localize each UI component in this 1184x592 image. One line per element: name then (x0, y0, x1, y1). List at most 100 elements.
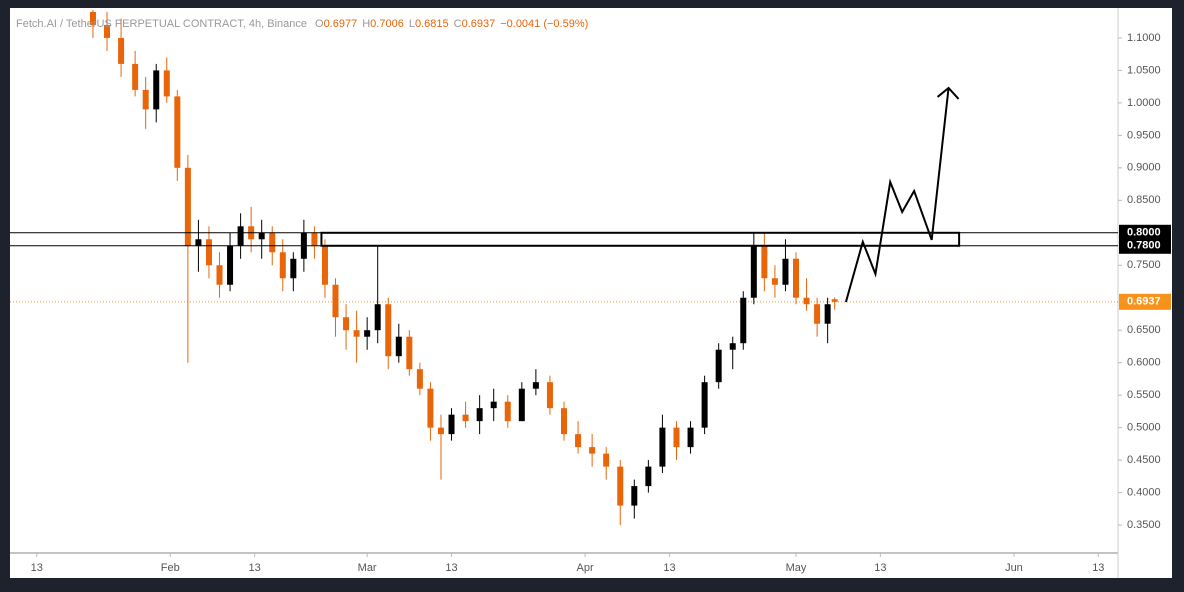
x-tick-label: 13 (1092, 562, 1104, 574)
candle-body (279, 252, 286, 279)
candle-body (793, 258, 800, 298)
candle-body (237, 226, 244, 246)
candle-body (364, 330, 371, 337)
candle-body (321, 245, 328, 285)
candle-body (385, 304, 392, 357)
y-tick-label: 0.9500 (1127, 129, 1161, 141)
candle-body (715, 349, 722, 383)
candle-body (290, 258, 297, 279)
x-tick-label: Apr (577, 562, 594, 574)
y-tick-label: 0.4000 (1127, 487, 1161, 499)
candle-body (258, 232, 265, 240)
y-tick-label: 1.0500 (1127, 64, 1161, 76)
header-text: 0.7006 (370, 18, 404, 30)
plot (10, 10, 1118, 526)
candle-body (546, 382, 553, 409)
candle-body (216, 265, 223, 285)
x-tick-label: Mar (358, 562, 377, 574)
candle-body (153, 70, 160, 110)
candle-body (831, 299, 838, 302)
candle-body (750, 245, 757, 298)
header-text: O (315, 18, 324, 30)
level-label: 0.7800 (1127, 240, 1161, 252)
level-label-box (1119, 237, 1171, 254)
header: Fetch.AI / TetherUS PERPETUAL CONTRACT, … (16, 18, 588, 30)
candle-body (332, 284, 339, 318)
y-tick-label: 0.6500 (1127, 324, 1161, 336)
candle-body (504, 401, 511, 422)
x-tick-label: 13 (663, 562, 675, 574)
y-tick-label: 0.5000 (1127, 422, 1161, 434)
candle-body (353, 330, 360, 337)
candle-body (462, 414, 469, 422)
candle-body (184, 167, 191, 246)
candle-body (518, 388, 525, 422)
candle-body (343, 317, 350, 331)
candle-body (195, 239, 202, 246)
candle-body (448, 414, 455, 435)
header-text: H (362, 18, 370, 30)
zone (320, 231, 961, 247)
candle-body (132, 63, 139, 90)
y-tick-label: 1.0000 (1127, 97, 1161, 109)
candle-body (118, 37, 125, 64)
header-text: 0.6977 (324, 18, 358, 30)
level-label: 0.8000 (1127, 227, 1161, 239)
last-price-label: 0.6937 (1127, 296, 1161, 308)
y-tick-label: 0.6000 (1127, 357, 1161, 369)
candle-body (89, 11, 96, 25)
candle-body (395, 336, 402, 357)
header-text: L (409, 18, 415, 30)
candle-body (269, 232, 276, 253)
candle-body (532, 382, 539, 389)
candle-body (205, 239, 212, 266)
chart-background (10, 8, 1172, 578)
candle-body (729, 343, 736, 350)
candle-body (701, 382, 708, 428)
candle-body (761, 245, 768, 279)
arrow-head (936, 86, 960, 100)
projection-path (844, 87, 950, 303)
candle-body (227, 245, 234, 285)
y-tick-label: 0.5500 (1127, 389, 1161, 401)
candle-body (687, 427, 694, 448)
candle-body (589, 447, 596, 454)
x-tick-label: May (786, 562, 807, 574)
y-tick-label: 0.7500 (1127, 259, 1161, 271)
candle-body (311, 232, 318, 246)
candle-body (673, 427, 680, 448)
candle-body (771, 278, 778, 285)
candle-body (104, 24, 111, 38)
header-text: 0.6937 (462, 18, 496, 30)
x-tick-label: 13 (31, 562, 43, 574)
candle-body (174, 96, 181, 168)
candle-body (427, 388, 434, 428)
header-text: −0.0041 (−0.59%) (500, 18, 588, 30)
candle-body (374, 304, 381, 331)
last-price-box (1119, 293, 1171, 310)
y-tick-label: 0.9000 (1127, 162, 1161, 174)
x-tick-label: 13 (249, 562, 261, 574)
x-tick-label: 13 (445, 562, 457, 574)
candle-body (814, 304, 821, 324)
y-tick-label: 0.3500 (1127, 519, 1161, 531)
candle-body (631, 486, 638, 506)
header-text: C (454, 18, 462, 30)
x-tick-label: Feb (161, 562, 180, 574)
x-tick-label: 13 (874, 562, 886, 574)
candle-body (406, 336, 413, 370)
candle-body (163, 70, 170, 97)
y-tick-label: 0.4500 (1127, 454, 1161, 466)
candle-body (803, 297, 810, 305)
candle-body (437, 427, 444, 435)
candle-body (142, 89, 149, 110)
candle-body (824, 304, 831, 324)
candle-body (603, 453, 610, 467)
x-tick-label: Jun (1005, 562, 1023, 574)
candle-body (782, 258, 789, 285)
level-label-box (1119, 224, 1171, 241)
y-tick-label: 0.8500 (1127, 194, 1161, 206)
candle-body (416, 369, 423, 389)
